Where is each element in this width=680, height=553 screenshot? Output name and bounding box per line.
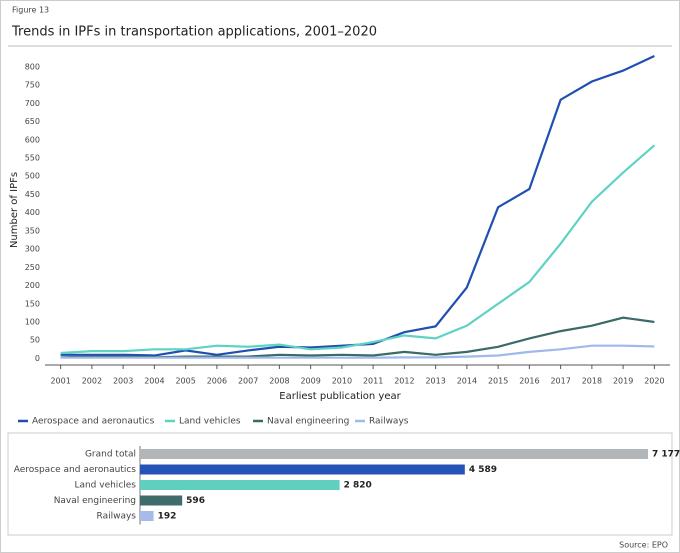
y-tick-label: 400: [25, 208, 40, 217]
chart-title: Trends in IPFs in transportation applica…: [11, 25, 377, 40]
bar: [140, 495, 183, 506]
x-tick-label: 2005: [175, 377, 195, 386]
bar: [140, 480, 340, 490]
x-tick-label: 2014: [457, 377, 477, 386]
category-label: Land vehicles: [74, 481, 136, 491]
y-tick-label: 300: [25, 245, 40, 254]
x-tick-label: 2015: [488, 377, 508, 386]
series-line: [60, 344, 655, 359]
y-axis-label: Number of IPFs: [9, 172, 20, 248]
y-tick-label: 600: [25, 135, 40, 144]
x-tick-label: 2020: [644, 377, 664, 386]
x-tick-label: 2002: [82, 377, 102, 386]
x-tick-label: 2007: [238, 377, 258, 386]
y-tick-label: 450: [25, 190, 40, 199]
y-tick-label: 700: [25, 99, 40, 108]
bar: [140, 464, 465, 475]
y-tick-label: 650: [25, 117, 40, 126]
y-tick-label: 550: [25, 154, 40, 163]
legend-label: Railways: [369, 417, 409, 427]
value-label: 596: [186, 496, 205, 506]
category-label: Aerospace and aeronautics: [14, 465, 137, 475]
x-tick-label: 2010: [332, 377, 352, 386]
x-tick-label: 2006: [207, 377, 227, 386]
x-tick-label: 2008: [269, 377, 289, 386]
category-label: Naval engineering: [54, 496, 136, 506]
x-tick-label: 2001: [50, 377, 70, 386]
y-tick-label: 200: [25, 281, 40, 290]
bar: [140, 449, 648, 459]
x-tick-label: 2019: [613, 377, 633, 386]
legend-label: Naval engineering: [267, 417, 349, 427]
x-tick-label: 2012: [394, 377, 414, 386]
y-tick-label: 50: [30, 336, 40, 345]
bar: [140, 511, 154, 521]
y-tick-label: 750: [25, 81, 40, 90]
x-tick-label: 2003: [113, 377, 133, 386]
x-tick-label: 2004: [144, 377, 164, 386]
x-tick-label: 2017: [550, 377, 570, 386]
y-tick-label: 500: [25, 172, 40, 181]
x-tick-label: 2013: [425, 377, 445, 386]
y-tick-label: 800: [25, 62, 40, 71]
value-label: 4 589: [469, 465, 497, 475]
y-tick-label: 350: [25, 226, 40, 235]
y-tick-label: 250: [25, 263, 40, 272]
category-label: Railways: [97, 512, 137, 522]
source: Source: EPO: [619, 541, 668, 550]
x-tick-label: 2018: [582, 377, 602, 386]
y-tick-label: 100: [25, 318, 40, 327]
x-tick-label: 2016: [519, 377, 539, 386]
value-label: 7 177: [652, 450, 680, 460]
figure-label: Figure 13: [12, 6, 49, 15]
category-label: Grand total: [85, 450, 136, 460]
x-tick-label: 2009: [300, 377, 320, 386]
legend-label: Aerospace and aeronautics: [32, 417, 155, 427]
y-tick-label: 0: [35, 354, 40, 363]
x-axis-label: Earliest publication year: [279, 391, 401, 402]
x-tick-label: 2011: [363, 377, 383, 386]
value-label: 2 820: [344, 481, 372, 491]
legend-label: Land vehicles: [179, 417, 241, 427]
series-line: [60, 144, 656, 355]
y-tick-label: 150: [25, 299, 40, 308]
value-label: 192: [158, 512, 177, 522]
